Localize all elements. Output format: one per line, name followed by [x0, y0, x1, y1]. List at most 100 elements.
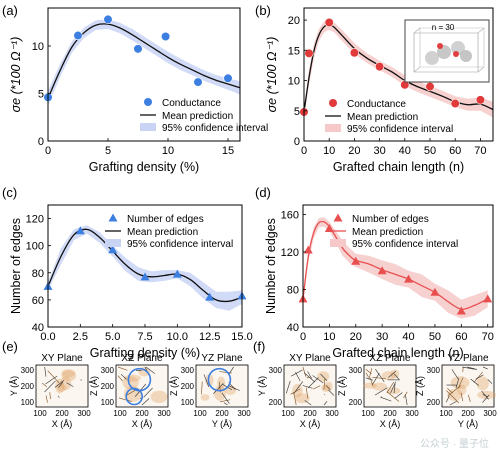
x-tick-label: 100 [193, 409, 207, 418]
chain-segment [290, 388, 301, 395]
x-tick-label: 100 [33, 409, 47, 418]
x-tick-label: 70 [474, 145, 486, 157]
chain-segment [375, 368, 385, 383]
chain-segment [293, 393, 297, 406]
chain-segment [449, 400, 457, 406]
density-blob [390, 369, 400, 379]
x-tick-label: 100 [281, 409, 295, 418]
chart-panel-a: 0 5 10 15 0 5 10 Grafting density (%) σe (*100 Ω… [9, 7, 268, 174]
plane-title: XY Plane [289, 353, 331, 364]
chain-segment [473, 371, 484, 383]
chain-segment [404, 394, 408, 406]
y-axis-label: Z (Å) [337, 376, 347, 396]
legend-band [140, 123, 156, 131]
x-tick-label: 20 [350, 331, 362, 343]
data-point [404, 274, 414, 283]
data-point [351, 256, 361, 265]
x-tick-label: 12.5 [199, 331, 220, 343]
plot-frame [47, 7, 241, 142]
chain-segment [451, 369, 459, 380]
chain-segment [118, 397, 132, 402]
chain-segment [386, 391, 400, 402]
chain-segment [120, 373, 127, 380]
chain-segment [374, 387, 388, 396]
confidence-band [304, 20, 493, 118]
y-tick-label: 0 [38, 136, 44, 148]
chart-panel-c: 0.0 2.5 5.0 7.5 10.0 12.5 15.0 40 60 80 100 120 Graf… [9, 204, 253, 360]
density-blob [363, 382, 377, 389]
chain-segment [220, 399, 231, 403]
chain-segment [460, 392, 464, 402]
panel-label-a: (a) [2, 3, 18, 18]
x-tick-label: 20 [348, 145, 360, 157]
y-tick-label: 100 [21, 398, 35, 407]
x-tick-label: 10.0 [167, 331, 188, 343]
x-tick-label: 7.5 [137, 331, 152, 343]
x-tick-label: 200 [135, 409, 149, 418]
data-point [103, 14, 113, 24]
chain-segment [323, 378, 326, 390]
data-point [193, 77, 203, 87]
panel-label-d: (d) [255, 185, 271, 200]
chain-segment [44, 380, 56, 393]
y-tick-label: 200 [427, 398, 441, 407]
data-point [324, 223, 334, 232]
legend-entry: Conductance [162, 98, 221, 109]
confidence-band [303, 217, 488, 319]
legend-entry: Conductance [347, 99, 406, 110]
confidence-band [48, 19, 240, 106]
x-tick-label: 40 [402, 331, 414, 343]
panel-label-b: (b) [255, 3, 271, 18]
chain-segment [312, 375, 324, 384]
y-tick-label: 200 [21, 382, 35, 391]
y-axis-label: Z (Å) [415, 376, 425, 396]
plot-frame [302, 204, 494, 328]
density-blob [56, 383, 67, 393]
plane-title: XZ Plane [121, 353, 163, 364]
data-point [425, 81, 435, 92]
y-tick-label: 10 [32, 41, 44, 53]
chain-segment [324, 394, 326, 396]
legend-marker [108, 213, 118, 222]
density-blob [381, 371, 396, 381]
chain-segment [117, 375, 124, 382]
y-tick-label: 300 [101, 366, 115, 375]
legend-entry: 95% confidence interval [162, 123, 268, 134]
x-tick-label: 30 [373, 145, 385, 157]
y-tick-label: 40 [32, 322, 44, 334]
x-tick-label: 15 [222, 145, 234, 157]
chain-segment [370, 378, 374, 386]
density-blob [59, 376, 72, 391]
chain-segment [390, 381, 397, 394]
panel-label-c: (c) [2, 185, 17, 200]
chain-segment [45, 375, 58, 385]
chain-segment [141, 398, 150, 406]
y-tick-label: 300 [269, 366, 283, 375]
legend-entry: Number of edges [127, 214, 204, 225]
projection-e-xz-plane: XZ Plane 100 200 300 100 200 300 X (Å) Z (Å) [89, 353, 171, 429]
y-tick-label: 160 [281, 209, 299, 221]
chain-segment [487, 379, 493, 384]
x-tick-label: 10 [323, 145, 335, 157]
x-tick-label: 50 [429, 331, 441, 343]
chain-segment [44, 366, 47, 377]
projection-f-xy-plane: XY Plane 100 200 300 200 300 X (Å) Y (Å) [257, 353, 339, 429]
chain-segment [303, 372, 316, 383]
data-point [223, 73, 233, 83]
x-tick-label: 100 [439, 409, 453, 418]
chain-segment [221, 392, 230, 404]
x-tick-label: 10 [162, 145, 174, 157]
density-blob [294, 393, 310, 404]
chain-segment [320, 373, 328, 381]
density-blob [61, 370, 77, 382]
x-axis-label: Y (Å) [212, 419, 232, 429]
data-point [140, 272, 150, 281]
chain-segment [203, 374, 210, 388]
chain-segment [482, 366, 488, 370]
x-tick-label: 2.5 [73, 331, 88, 343]
projection-panels: XY Plane 100 200 300 100 200 300 X (Å) Y (Å) XZ P… [9, 353, 497, 429]
x-axis-label: X (Å) [52, 419, 73, 429]
